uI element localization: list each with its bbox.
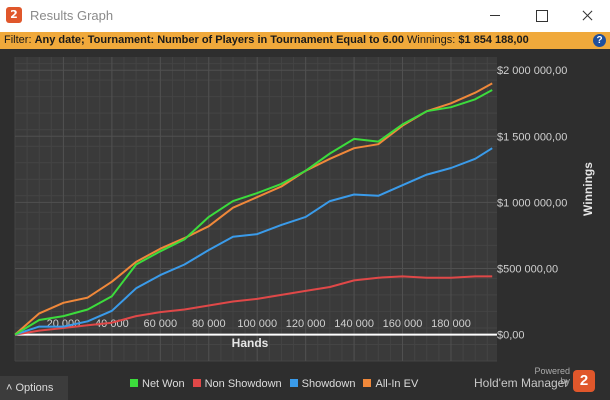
chevron-up-icon: ˄ <box>6 382 13 394</box>
hm2-logo-icon: 2 <box>573 370 595 392</box>
legend-swatch <box>363 379 372 387</box>
x-tick-label: 60 000 <box>143 318 177 330</box>
window-title: Results Graph <box>30 8 114 23</box>
y-tick-label: $1 500 000,00 <box>497 131 567 143</box>
x-axis-title: Hands <box>232 336 269 350</box>
app-logo-icon: 2 <box>6 7 22 23</box>
legend-item[interactable]: Net Won <box>130 378 185 390</box>
chart-legend: Net Won Non Showdown Showdown All-In EV <box>130 378 426 392</box>
close-button[interactable] <box>564 0 610 30</box>
legend-swatch <box>192 379 201 387</box>
title-bar: 2 Results Graph <box>0 0 610 32</box>
legend-label: Showdown <box>301 378 356 390</box>
maximize-button[interactable] <box>518 0 564 30</box>
filter-label: Filter: <box>4 34 32 46</box>
x-tick-label: 100 000 <box>237 318 277 330</box>
winnings-label: Winnings: <box>407 34 456 46</box>
legend-label: Net Won <box>142 378 185 390</box>
legend-item[interactable]: Showdown <box>289 378 356 390</box>
results-chart: 20 000 40 000 60 000 80 000 100 000 120 000 14… <box>14 57 595 362</box>
y-tick-label: $0,00 <box>497 330 525 342</box>
x-tick-label: 160 000 <box>383 318 423 330</box>
minimize-button[interactable] <box>472 0 518 30</box>
winnings-value: $1 854 188,00 <box>458 34 529 46</box>
series-line-non-showdown <box>14 275 493 336</box>
y-axis-title: Winnings <box>581 162 595 216</box>
x-tick-label: 140 000 <box>334 318 374 330</box>
legend-label: All-In EV <box>375 378 419 390</box>
help-icon[interactable]: ? <box>593 34 606 47</box>
graph-panel: 20 000 40 000 60 000 80 000 100 000 120 000 14… <box>0 49 610 400</box>
series-line-net-won <box>14 89 493 336</box>
series-line-showdown <box>14 147 493 336</box>
legend-item[interactable]: All-In EV <box>363 378 418 390</box>
plot-area <box>15 57 497 361</box>
legend-swatch <box>130 379 138 387</box>
y-tick-label: $500 000,00 <box>497 263 558 275</box>
x-tick-label: 180 000 <box>431 318 471 330</box>
x-tick-label: 120 000 <box>286 318 326 330</box>
legend-item[interactable]: Non Showdown <box>192 378 282 390</box>
y-tick-label: $1 000 000,00 <box>497 197 567 209</box>
legend-swatch <box>289 379 298 387</box>
options-label: Options <box>15 382 54 394</box>
powered-by-label: Powered by <box>534 366 570 386</box>
filter-bar: Filter: Any date; Tournament: Number of … <box>0 32 610 49</box>
legend-label: Non Showdown <box>204 378 282 390</box>
options-button[interactable]: ˄ Options <box>0 376 68 400</box>
series-line-all-in-ev <box>14 82 493 336</box>
y-tick-label: $2 000 000,00 <box>497 65 567 77</box>
x-tick-label: 80 000 <box>192 318 226 330</box>
filter-value: Any date; Tournament: Number of Players … <box>34 34 404 46</box>
brand-name: Hold'em Manager <box>474 376 569 390</box>
